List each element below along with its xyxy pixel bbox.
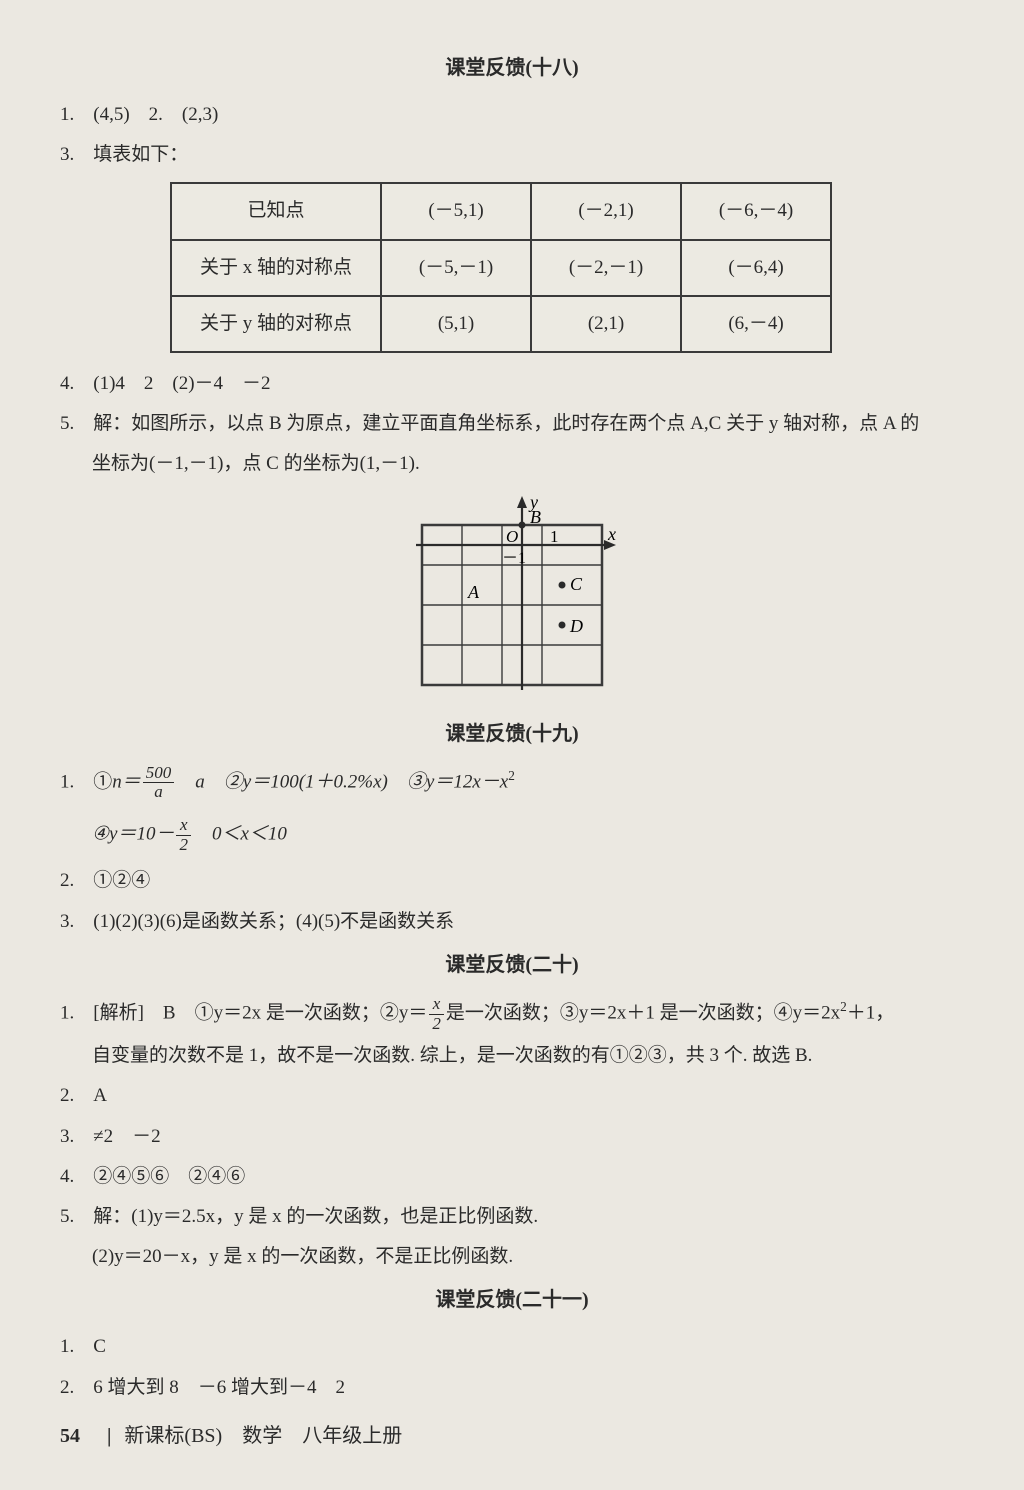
section-19-title: 课堂反馈(十九) [60, 716, 964, 752]
section-21-title: 课堂反馈(二十一) [60, 1282, 964, 1318]
table-cell: (－5,1) [381, 183, 531, 239]
s20-q5a: 5. 解：(1)y＝2.5x，y 是 x 的一次函数，也是正比例函数. [60, 1200, 964, 1234]
fraction-500-a: 500a [143, 764, 175, 802]
section-20-title: 课堂反馈(二十) [60, 947, 964, 983]
s19-q1-prefix: 1. ① [60, 771, 112, 792]
frac-den: a [143, 783, 175, 802]
s20-q3: 3. ≠2 －2 [60, 1120, 964, 1154]
neg1-label: －1 [502, 550, 526, 567]
table-cell: (－6,－4) [681, 183, 831, 239]
s19-q1-l2-post: 0＜x＜10 [193, 824, 287, 845]
axis-x-label: x [607, 524, 616, 544]
s20-q2: 2. A [60, 1079, 964, 1113]
footer-text: 新课标(BS) 数学 八年级上册 [124, 1425, 402, 1447]
exponent-2-b: 2 [840, 999, 847, 1014]
point-d-label: D [569, 616, 583, 636]
s18-q5-line1: 5. 解：如图所示，以点 B 为原点，建立平面直角坐标系，此时存在两个点 A,C… [60, 407, 964, 441]
page-number: 54 [60, 1425, 80, 1447]
frac-den: 2 [176, 836, 191, 855]
s18-q1: 1. (4,5) 2. (2,3) [60, 98, 964, 132]
coordinate-diagram: y x O －1 1 B A C D [402, 490, 622, 700]
table-cell: (6,－4) [681, 296, 831, 352]
table-cell: (－6,4) [681, 240, 831, 296]
fraction-x-2-b: x2 [429, 995, 444, 1033]
frac-den: 2 [429, 1015, 444, 1034]
table-header-cell: 关于 y 轴的对称点 [171, 296, 381, 352]
table-cell: (5,1) [381, 296, 531, 352]
s19-q1-rest: a ②y＝100(1＋0.2%x) ③y＝12x－x [176, 771, 508, 792]
page-footer: 54 | 新课标(BS) 数学 八年级上册 [60, 1418, 402, 1454]
s19-q2: 2. ①②④ [60, 864, 964, 898]
table-row: 关于 y 轴的对称点 (5,1) (2,1) (6,－4) [171, 296, 831, 352]
s18-q4: 4. (1)4 2 (2)－4 －2 [60, 367, 964, 401]
s20-q1a: 1. [解析] B ①y＝2x 是一次函数；②y＝ [60, 1002, 427, 1023]
table-header-cell: 已知点 [171, 183, 381, 239]
s18-q5-line2: 坐标为(－1,－1)，点 C 的坐标为(1,－1). [60, 447, 964, 481]
one-label: 1 [550, 527, 559, 546]
table-row: 已知点 (－5,1) (－2,1) (－6,－4) [171, 183, 831, 239]
s19-q3: 3. (1)(2)(3)(6)是函数关系；(4)(5)不是函数关系 [60, 905, 964, 939]
exponent-2: 2 [508, 768, 515, 783]
table-row: 关于 x 轴的对称点 (－5,－1) (－2,－1) (－6,4) [171, 240, 831, 296]
table-header-cell: 关于 x 轴的对称点 [171, 240, 381, 296]
s19-q1-line2: ④y＝10－x2 0＜x＜10 [60, 816, 964, 854]
frac-num: 500 [143, 764, 175, 784]
section-18-title: 课堂反馈(十八) [60, 50, 964, 86]
table-cell: (－2,1) [531, 183, 681, 239]
s18-q3-intro: 3. 填表如下： [60, 138, 964, 172]
s19-q1-line1: 1. ①n＝500a a ②y＝100(1＋0.2%x) ③y＝12x－x2 [60, 764, 964, 802]
s20-q1-line2: 自变量的次数不是 1，故不是一次函数. 综上，是一次函数的有①②③，共 3 个.… [60, 1039, 964, 1073]
point-b-label: B [530, 507, 541, 527]
coordinate-diagram-wrap: y x O －1 1 B A C D [60, 490, 964, 712]
table-cell: (－5,－1) [381, 240, 531, 296]
symmetry-table: 已知点 (－5,1) (－2,1) (－6,－4) 关于 x 轴的对称点 (－5… [170, 182, 832, 353]
s20-q1-line1: 1. [解析] B ①y＝2x 是一次函数；②y＝x2是一次函数；③y＝2x＋1… [60, 995, 964, 1033]
s19-q1-l2-pre: ④y＝10－ [92, 824, 174, 845]
s20-q1b: 是一次函数；③y＝2x＋1 是一次函数；④y＝2x [446, 1002, 840, 1023]
point-a-label: A [467, 582, 480, 602]
s21-q1: 1. C [60, 1330, 964, 1364]
s20-q1c: ＋1， [847, 1002, 895, 1023]
frac-num: x [429, 995, 444, 1015]
table-cell: (－2,－1) [531, 240, 681, 296]
s20-q5b: (2)y＝20－x，y 是 x 的一次函数，不是正比例函数. [60, 1240, 964, 1274]
footer-separator: | [107, 1425, 111, 1447]
s21-q2: 2. 6 增大到 8 －6 增大到－4 2 [60, 1371, 964, 1405]
frac-num: x [176, 816, 191, 836]
point-c-label: C [570, 574, 583, 594]
table-cell: (2,1) [531, 296, 681, 352]
origin-label: O [506, 527, 518, 546]
fraction-x-2: x2 [176, 816, 191, 854]
s19-q1-n: n＝ [112, 771, 141, 792]
s20-q4: 4. ②④⑤⑥ ②④⑥ [60, 1160, 964, 1194]
